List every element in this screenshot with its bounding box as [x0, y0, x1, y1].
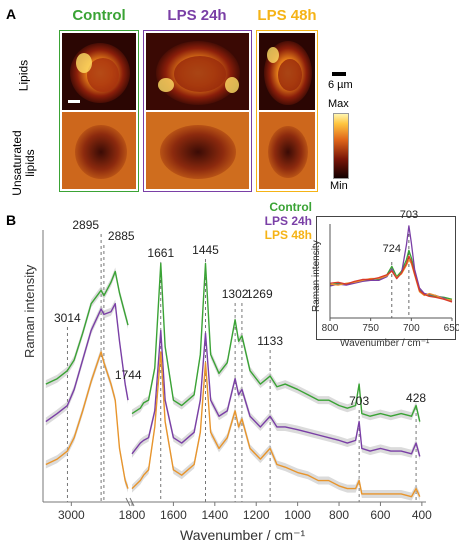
peak-label: 2895 [72, 218, 99, 232]
column-title-lps-24h: LPS 24h [167, 7, 227, 24]
lps24h-image-frame [143, 30, 252, 192]
x-tick-label: 400 [412, 508, 432, 522]
image-scale-bar [68, 100, 80, 103]
lps48h-image-frame [256, 30, 318, 192]
inset-series-line-control [329, 249, 453, 300]
series-line-lps-48h [131, 351, 421, 498]
inset-tick-label: 800 [322, 323, 339, 334]
lps24h-lipids-image [146, 33, 249, 110]
inset-peak-guides [391, 228, 410, 318]
inset-tick-label: 750 [362, 323, 379, 334]
control-image-frame [59, 30, 139, 192]
series-error-band [45, 299, 129, 426]
column-title-lps-48h: LPS 48h [257, 7, 317, 24]
peak-label: 1661 [147, 246, 174, 260]
lps48h-lipids-cell [264, 41, 312, 105]
inset-panel [316, 216, 456, 340]
series-line-lps-24h [45, 302, 129, 423]
colorbar-gradient [334, 114, 348, 178]
peak-label: 1302 [222, 287, 249, 301]
lps48h-lipids-image [259, 33, 315, 110]
inset-y-axis-label-text: Raman intensity [311, 240, 322, 312]
peak-label: 1133 [257, 334, 283, 348]
inset-labels: 800 750 700 650 724 703 [322, 209, 459, 334]
peak-label: 1744 [115, 368, 142, 382]
x-tick-label: 1400 [201, 508, 228, 522]
inset-peak-label: 703 [400, 209, 418, 221]
series-line-control [131, 262, 421, 422]
inset-peak-label: 724 [383, 243, 401, 255]
panel-b-label: B [6, 212, 17, 228]
series-line-lps-24h [131, 329, 421, 457]
lps48h-unsaturated-cell [259, 112, 315, 189]
inset-tick-label: 650 [444, 323, 459, 334]
peak-label: 2885 [108, 229, 135, 243]
x-tick-label: 600 [370, 508, 390, 522]
inset-series [329, 225, 453, 303]
legend-item-control: Control [269, 200, 312, 214]
legend-item-lps-48h: LPS 48h [264, 228, 312, 242]
inset-series-line-lps-24h [329, 225, 453, 302]
x-tick-labels: 3000 1800 1600 1400 1200 1000 800 600 400 [58, 508, 432, 522]
colorbar [333, 113, 349, 179]
colorbar-max-label: Max [328, 98, 349, 110]
column-title-control: Control [72, 7, 126, 24]
x-tick-label: 1800 [119, 508, 146, 522]
x-tick-label: 1200 [243, 508, 270, 522]
legend: Control LPS 24h LPS 48h [232, 200, 312, 242]
main-chart-axes [42, 230, 426, 507]
lps24h-lipids-cell [156, 41, 240, 105]
inset-x-axis-label: Wavenumber / cm⁻¹ [340, 338, 429, 349]
peak-label: 3014 [54, 311, 81, 325]
peak-label: 703 [349, 394, 369, 408]
control-unsaturated-cell [62, 112, 136, 189]
series-line-control [45, 270, 129, 385]
colorbar-min-label: Min [330, 180, 348, 192]
panel-a-label: A [6, 6, 17, 22]
control-unsaturated-image [62, 112, 136, 189]
lps24h-unsaturated-image [146, 112, 249, 189]
inset-series-line-unlabeled [329, 255, 453, 303]
peak-label: 1269 [246, 287, 273, 301]
inset-x-axis-label-text: Wavenumber / cm⁻¹ [340, 338, 430, 349]
axis-break-mark [125, 497, 131, 507]
x-tick-label: 800 [329, 508, 349, 522]
x-tick-label: 1600 [160, 508, 187, 522]
x-tick-label: 1000 [284, 508, 311, 522]
scale-bar-label: 6 µm [328, 79, 353, 91]
control-lipids-image [62, 33, 136, 110]
series-line-lps-48h [45, 351, 129, 489]
lps24h-unsaturated-cell [146, 112, 249, 189]
main-chart-series [45, 259, 421, 501]
legend-item-lps-24h: LPS 24h [264, 214, 312, 228]
inset-tick-label: 700 [403, 323, 420, 334]
inset-axes [329, 224, 453, 321]
inset-series-line-lps-48h [329, 259, 453, 301]
x-tick-label: 3000 [58, 508, 85, 522]
inset-y-axis-label: Raman intensity [311, 240, 322, 312]
control-lipids-cell [70, 43, 130, 103]
peak-label: 1445 [192, 243, 219, 257]
main-x-axis-label-text: Wavenumber / cm⁻¹ [180, 527, 306, 543]
peak-label: 428 [406, 391, 426, 405]
lps48h-unsaturated-image [259, 112, 315, 189]
main-x-axis-label: Wavenumber / cm⁻¹ [180, 527, 305, 544]
scale-bar [332, 72, 346, 76]
